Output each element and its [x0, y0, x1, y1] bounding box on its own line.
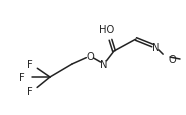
- Text: N: N: [100, 59, 108, 69]
- Text: F: F: [27, 86, 33, 96]
- Text: F: F: [27, 59, 33, 69]
- Text: F: F: [19, 72, 25, 82]
- Text: O: O: [86, 52, 94, 61]
- Text: N: N: [152, 43, 160, 53]
- Text: HO: HO: [99, 25, 115, 35]
- Text: O: O: [169, 55, 177, 64]
